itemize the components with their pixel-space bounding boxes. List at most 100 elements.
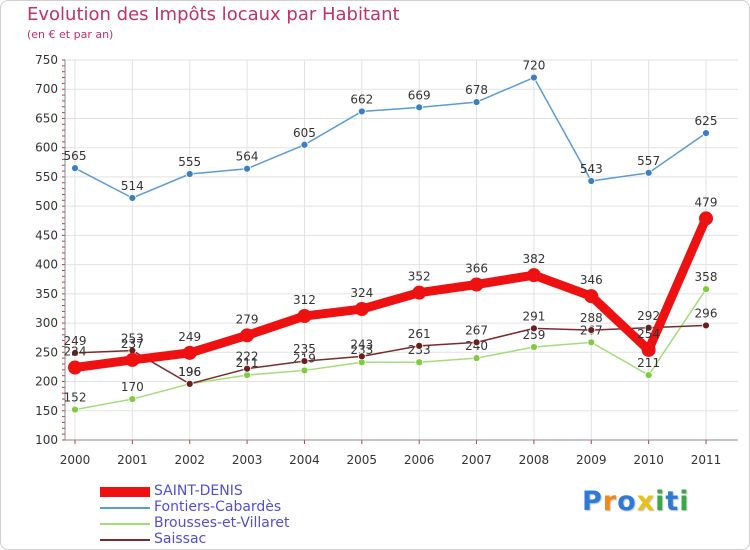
y-tick-label: 700 [35, 82, 58, 96]
data-point-fontiers-cabardes [71, 164, 79, 173]
data-point-saissac [472, 338, 481, 347]
legend-swatch-fontiers-cabardes [100, 507, 150, 509]
logo-letter: x [636, 486, 656, 517]
series-fontiers-cabardes: 565 514 555 564 605 662 669 678 720 543 557 625 [64, 59, 718, 202]
data-label-saissac: 291 [522, 309, 545, 323]
logo-letter: t [665, 486, 680, 517]
data-label-fontiers-cabardes: 625 [695, 114, 718, 128]
series-saint-denis: 224 237 249 279 312 324 352 366 382 346 254 479 [64, 195, 718, 375]
y-tick-label: 500 [35, 199, 58, 213]
chart-subtitle: (en € et par an) [27, 28, 114, 41]
y-tick-label: 350 [35, 287, 58, 301]
data-point-saissac [530, 324, 538, 333]
data-point-brousses-et-villaret [415, 358, 424, 367]
data-point-fontiers-cabardes [644, 168, 653, 177]
data-point-brousses-et-villaret [702, 285, 710, 294]
data-label-fontiers-cabardes: 564 [236, 150, 259, 164]
data-point-fontiers-cabardes [530, 73, 538, 82]
x-tick-label: 2006 [404, 453, 435, 467]
data-point-saint-denis [584, 289, 599, 304]
legend-swatch-saissac [100, 539, 150, 541]
data-label-saint-denis: 479 [695, 195, 718, 209]
data-point-saissac [415, 341, 424, 350]
data-point-saissac [71, 348, 79, 357]
data-label-saissac: 222 [236, 350, 259, 364]
data-label-saissac: 249 [64, 334, 87, 348]
data-point-saint-denis [354, 302, 369, 317]
data-label-saint-denis: 237 [121, 337, 144, 351]
data-point-saissac [185, 379, 194, 388]
data-point-saint-denis [182, 345, 197, 360]
data-label-saissac: 196 [178, 365, 201, 379]
data-point-saint-denis [412, 285, 427, 300]
data-label-brousses-et-villaret: 152 [64, 391, 87, 405]
series-saissac: 249 253 196 222 235 243 261 267 291 288 292 296 [64, 306, 718, 388]
data-point-saissac [702, 321, 710, 330]
series-line-fontiers-cabardes [74, 76, 707, 199]
x-tick-label: 2010 [633, 453, 664, 467]
data-point-fontiers-cabardes [300, 140, 309, 149]
data-point-saint-denis [526, 268, 541, 283]
data-point-saissac [300, 357, 309, 365]
data-label-saint-denis: 312 [293, 293, 316, 307]
x-tick-label: 2000 [60, 453, 91, 467]
data-label-brousses-et-villaret: 259 [522, 328, 545, 342]
data-label-brousses-et-villaret: 358 [695, 270, 718, 284]
data-label-fontiers-cabardes: 543 [580, 162, 603, 176]
data-point-saint-denis [641, 342, 656, 357]
data-label-saissac: 253 [121, 332, 144, 346]
legend-label: Brousses-et-Villaret [154, 515, 290, 531]
data-label-saissac: 288 [580, 311, 603, 325]
data-point-saint-denis [125, 352, 140, 367]
x-tick-label: 2003 [232, 453, 263, 467]
data-label-saint-denis: 382 [522, 252, 545, 266]
data-point-fontiers-cabardes [357, 107, 366, 116]
data-point-brousses-et-villaret [300, 366, 309, 375]
data-label-fontiers-cabardes: 720 [522, 59, 545, 73]
logo-letter: r [602, 486, 618, 517]
legend-swatch-saint-denis [100, 487, 150, 497]
data-point-saissac [644, 323, 653, 332]
data-label-fontiers-cabardes: 678 [465, 83, 488, 97]
data-label-saissac: 267 [465, 323, 488, 337]
data-point-brousses-et-villaret [128, 395, 137, 403]
data-point-saint-denis [297, 309, 312, 324]
data-label-fontiers-cabardes: 555 [178, 155, 201, 169]
y-tick-label: 150 [35, 404, 58, 418]
logo-letter: i [655, 486, 666, 517]
y-tick-label: 400 [35, 258, 58, 272]
data-point-fontiers-cabardes [587, 177, 596, 185]
data-label-saint-denis: 366 [465, 261, 488, 275]
data-label-saint-denis: 279 [236, 312, 259, 326]
proxiti-logo: Proxiti [582, 486, 690, 517]
x-tick-label: 2001 [117, 453, 148, 467]
data-label-brousses-et-villaret: 211 [637, 356, 660, 370]
y-tick-label: 450 [35, 228, 58, 242]
data-label-saint-denis: 249 [178, 330, 201, 344]
y-tick-label: 100 [35, 433, 58, 447]
data-point-saint-denis [240, 328, 255, 343]
data-point-saint-denis [469, 277, 484, 292]
y-tick-label: 650 [35, 111, 58, 125]
x-tick-label: 2004 [289, 453, 320, 467]
data-label-saissac: 296 [695, 306, 718, 320]
data-label-brousses-et-villaret: 170 [121, 380, 144, 394]
data-point-brousses-et-villaret [71, 405, 79, 414]
x-tick-label: 2002 [174, 453, 205, 467]
data-label-brousses-et-villaret: 233 [350, 343, 373, 357]
x-tick-label: 2008 [519, 453, 550, 467]
logo-letter: P [582, 486, 603, 517]
series-line-brousses-et-villaret [74, 288, 707, 411]
data-label-saint-denis: 224 [64, 345, 87, 359]
legend-swatch-brousses-et-villaret [100, 523, 150, 525]
data-point-fontiers-cabardes [128, 194, 137, 202]
data-point-fontiers-cabardes [243, 164, 251, 173]
y-tick-label: 550 [35, 170, 58, 184]
y-tick-label: 250 [35, 345, 58, 359]
data-label-fontiers-cabardes: 669 [408, 88, 431, 102]
y-tick-label: 750 [35, 53, 58, 67]
x-tick-label: 2005 [347, 453, 378, 467]
chart-title: Evolution des Impôts locaux par Habitant [27, 4, 400, 25]
data-label-saint-denis: 254 [637, 327, 660, 341]
data-label-fontiers-cabardes: 605 [293, 126, 316, 140]
